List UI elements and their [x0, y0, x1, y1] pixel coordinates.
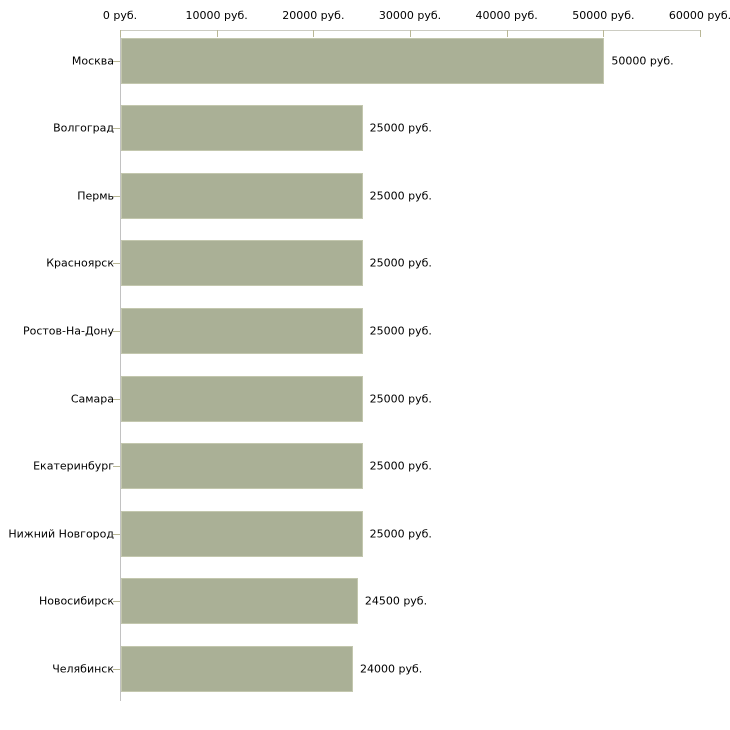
x-axis-tick-label: 50000 руб.: [572, 9, 635, 22]
y-axis-tick-mark: [113, 195, 120, 197]
bar: [121, 510, 363, 557]
bar: [121, 375, 363, 422]
y-axis-tick-mark: [113, 398, 120, 400]
x-axis-tick-label: 0 руб.: [102, 9, 138, 22]
category-label: Екатеринбург: [33, 459, 114, 473]
x-axis-tick-mark: [313, 30, 315, 37]
value-label: 25000 руб.: [369, 527, 432, 541]
category-label: Нижний Новгород: [8, 527, 114, 541]
y-axis-tick-mark: [113, 60, 120, 62]
value-label: 25000 руб.: [369, 121, 432, 135]
x-axis-tick-mark: [120, 30, 121, 37]
bar: [121, 105, 363, 152]
x-axis-tick-label: 30000 руб.: [378, 9, 442, 22]
x-axis-tick-label: 40000 руб.: [475, 9, 538, 22]
category-label: Москва: [71, 54, 114, 67]
category-label: Новосибирск: [38, 594, 114, 608]
x-axis-tick-mark: [506, 30, 508, 37]
category-label: Самара: [70, 392, 114, 405]
y-axis-tick-mark: [113, 330, 120, 332]
x-axis-tick-label: 10000 руб.: [185, 9, 248, 22]
y-axis-line: [120, 30, 121, 701]
value-label: 24000 руб.: [360, 662, 423, 676]
value-label: 25000 руб.: [369, 256, 432, 270]
y-axis-tick-mark: [113, 601, 120, 603]
y-axis-tick-mark: [113, 128, 120, 130]
bar: [121, 307, 363, 354]
y-axis-tick-mark: [113, 263, 120, 265]
x-axis-tick-label: 20000 руб.: [282, 9, 345, 22]
category-label: Пермь: [77, 189, 114, 203]
bar: [121, 645, 353, 692]
bar: [121, 37, 605, 84]
x-axis-tick-label: 60000 руб.: [668, 9, 730, 22]
bar: [121, 172, 363, 219]
value-label: 25000 руб.: [369, 392, 432, 405]
category-label: Ростов-На-Дону: [22, 324, 114, 338]
y-axis-tick-mark: [113, 533, 120, 535]
value-label: 24500 руб.: [364, 594, 428, 608]
category-label: Волгоград: [53, 121, 114, 135]
y-axis-tick-mark: [113, 466, 120, 468]
bar: [121, 240, 363, 287]
x-axis-tick-mark: [700, 30, 702, 37]
value-label: 25000 руб.: [369, 324, 432, 338]
value-label: 50000 руб.: [611, 54, 674, 67]
value-label: 25000 руб.: [369, 189, 432, 203]
x-axis-tick-mark: [216, 30, 218, 37]
category-label: Красноярск: [46, 256, 114, 270]
bar: [121, 578, 358, 625]
category-label: Челябинск: [52, 662, 114, 676]
x-axis-tick-mark: [410, 30, 411, 37]
y-axis-tick-mark: [113, 668, 120, 670]
x-axis-tick-mark: [603, 30, 605, 37]
value-label: 25000 руб.: [369, 459, 432, 473]
bar: [121, 443, 363, 490]
